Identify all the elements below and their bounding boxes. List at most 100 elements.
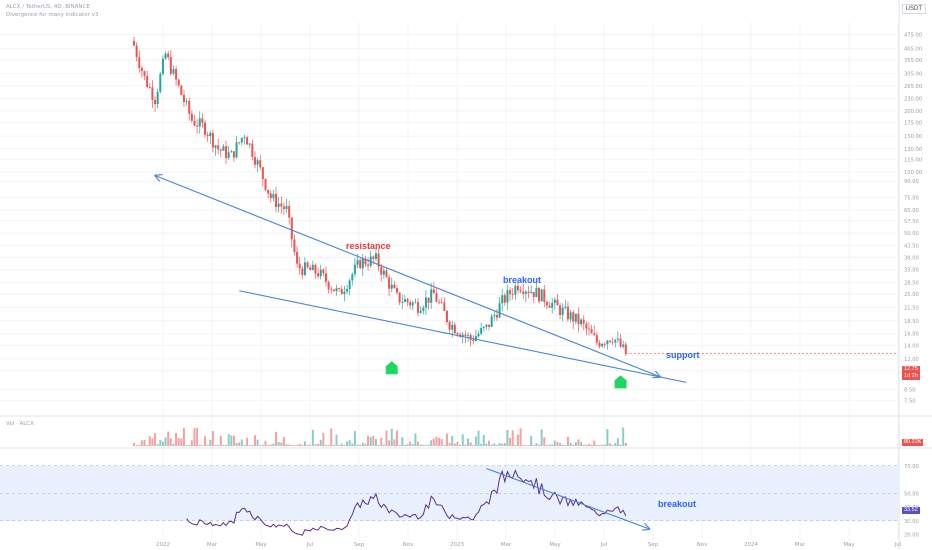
volume-bar bbox=[240, 439, 243, 446]
candle-body bbox=[424, 297, 427, 308]
rsi-last-tag: 33.52 bbox=[902, 507, 920, 514]
candle-body bbox=[161, 58, 164, 74]
candle-body bbox=[206, 134, 209, 137]
candle-body bbox=[167, 53, 170, 58]
volume-bar bbox=[367, 435, 370, 446]
candle-body bbox=[382, 270, 385, 275]
volume-bar bbox=[138, 444, 141, 446]
volume-bar bbox=[361, 442, 364, 446]
volume-bar bbox=[419, 444, 422, 446]
candle-body bbox=[204, 122, 207, 135]
volume-bar bbox=[185, 445, 188, 446]
candle-body bbox=[309, 267, 312, 271]
candle-body bbox=[445, 311, 448, 323]
volume-bar bbox=[606, 429, 609, 446]
candle-body bbox=[380, 266, 383, 275]
y-tick-label: 355.00 bbox=[904, 58, 922, 64]
volume-bar bbox=[503, 443, 506, 446]
volume-bar bbox=[406, 444, 409, 446]
y-tick-label: 115.00 bbox=[904, 158, 922, 164]
volume-bar bbox=[327, 444, 330, 446]
volume-bar bbox=[438, 437, 441, 446]
volume-bar bbox=[456, 441, 459, 446]
candle-body bbox=[269, 193, 272, 199]
candle-body bbox=[440, 302, 443, 303]
y-tick-label: 405.00 bbox=[904, 47, 922, 53]
candle-body bbox=[175, 69, 178, 80]
candle-body bbox=[351, 274, 354, 281]
candle-body bbox=[285, 205, 288, 210]
y-tick-label: 265.00 bbox=[904, 84, 922, 90]
volume-bar bbox=[309, 444, 312, 446]
candle-body bbox=[251, 143, 254, 158]
y-tick-label: 7.50 bbox=[904, 398, 916, 404]
candle-body bbox=[159, 73, 162, 92]
candle-body bbox=[403, 299, 406, 302]
y-tick-label: 18.50 bbox=[904, 319, 919, 325]
volume-bar bbox=[522, 444, 525, 446]
candle-body bbox=[472, 339, 475, 341]
candle-body bbox=[314, 264, 317, 274]
volume-bar bbox=[469, 442, 472, 446]
volume-bar bbox=[148, 436, 151, 446]
volume-bar bbox=[175, 432, 178, 446]
y-tick-label: 65.00 bbox=[904, 208, 919, 214]
y-tick-label: 12.00 bbox=[904, 357, 919, 363]
volume-bar bbox=[154, 433, 157, 446]
candle-body bbox=[451, 324, 454, 330]
candle-body bbox=[411, 302, 414, 306]
candle-body bbox=[609, 340, 612, 343]
support-annotation: support bbox=[666, 350, 700, 360]
volume-bar bbox=[303, 441, 306, 446]
candle-body bbox=[524, 291, 527, 295]
candle-body bbox=[506, 290, 509, 303]
volume-bar bbox=[277, 441, 280, 446]
volume-bar bbox=[161, 441, 164, 446]
trendline-support bbox=[239, 290, 687, 383]
volume-bar bbox=[338, 444, 341, 446]
candle-body bbox=[280, 203, 283, 207]
y-tick-label: 130.00 bbox=[904, 147, 922, 153]
volume-bar bbox=[319, 439, 322, 446]
candle-body bbox=[140, 67, 143, 72]
y-tick-label: 8.50 bbox=[904, 387, 916, 393]
volume-bar bbox=[351, 443, 354, 446]
candle-body bbox=[390, 284, 393, 289]
volume-bar bbox=[480, 443, 483, 446]
candle-body bbox=[253, 157, 256, 165]
time-axis[interactable]: 2022 Mar May Jul Sep Nov 2023 Mar May Jul Sep Nov 20… bbox=[156, 542, 902, 548]
candle-body bbox=[422, 307, 425, 311]
volume-bar bbox=[222, 444, 225, 446]
candle-body bbox=[151, 87, 154, 100]
buy-signal-arrow bbox=[614, 375, 627, 389]
volume-bar bbox=[169, 438, 172, 446]
volume-bar bbox=[151, 438, 154, 446]
volume-bar bbox=[453, 443, 456, 446]
candle-body bbox=[348, 280, 351, 290]
volume-bar bbox=[530, 436, 533, 446]
candle-body bbox=[154, 99, 157, 105]
candle-body bbox=[419, 310, 422, 313]
candle-body bbox=[214, 145, 217, 148]
volume-bar bbox=[430, 440, 433, 446]
candle-body bbox=[182, 94, 185, 102]
price-axis[interactable]: 475.00 405.00 355.00 305.00 265.00 230.00 200.… bbox=[904, 33, 922, 539]
volume-bar bbox=[196, 427, 199, 446]
y-tick-label: 14.00 bbox=[904, 343, 919, 349]
volume-bar bbox=[140, 440, 143, 446]
volume-bar bbox=[545, 444, 548, 446]
candle-body bbox=[453, 324, 456, 334]
candle-body bbox=[598, 342, 601, 347]
volume-bar bbox=[411, 444, 414, 446]
candle-body bbox=[611, 342, 614, 343]
volume-bar bbox=[380, 437, 383, 446]
candle-body bbox=[503, 295, 506, 303]
candle-body bbox=[485, 324, 488, 327]
candle-body bbox=[614, 339, 617, 343]
volume-bar bbox=[414, 433, 417, 446]
candle-body bbox=[185, 100, 188, 102]
currency-badge[interactable]: USDT bbox=[901, 4, 926, 14]
candle-body bbox=[559, 305, 562, 315]
volume-bar bbox=[451, 435, 454, 446]
